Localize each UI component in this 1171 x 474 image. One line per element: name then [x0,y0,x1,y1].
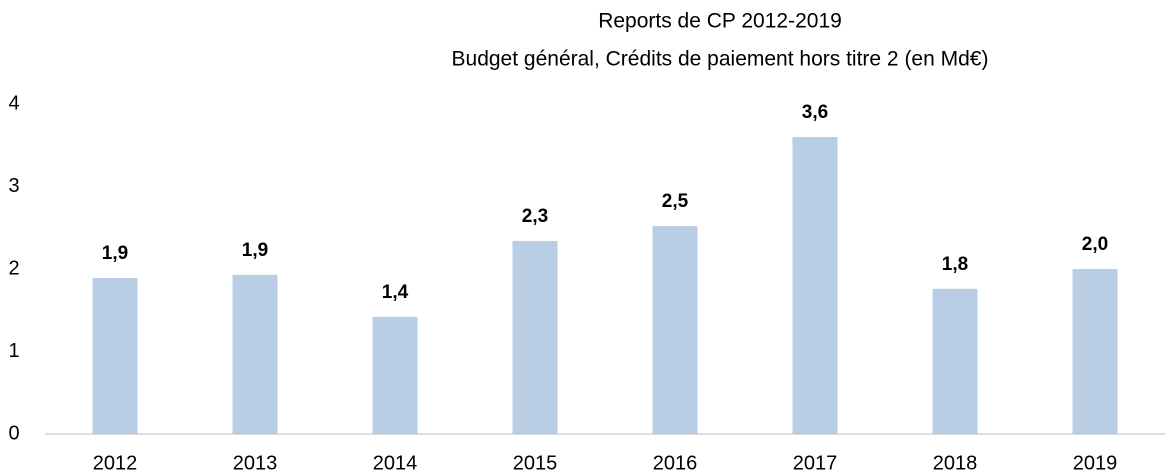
x-tick-label: 2018 [933,452,978,474]
bar [512,240,558,434]
bar [932,288,978,434]
x-tick-label: 2019 [1073,452,1118,474]
bar [652,226,698,434]
bar [372,316,418,434]
x-tick-label: 2016 [653,452,698,474]
data-label: 1,4 [382,282,409,303]
bar [92,278,138,434]
chart-title: Reports de CP 2012-2019 [598,10,842,33]
x-tick-label: 2014 [373,452,418,474]
data-label: 2,0 [1082,234,1108,255]
x-tick-label: 2015 [513,452,558,474]
y-tick-label: 1 [8,340,19,362]
data-label: 1,8 [942,254,968,275]
data-label: 1,9 [102,243,128,264]
bar [792,137,838,434]
x-tick-label: 2012 [93,452,138,474]
data-label: 2,3 [522,206,548,227]
y-tick-label: 4 [8,92,19,114]
bar [232,274,278,434]
bar [1072,269,1118,434]
x-tick-label: 2017 [793,452,838,474]
chart-subtitle: Budget général, Crédits de paiement hors… [452,48,989,71]
x-tick-label: 2013 [233,452,278,474]
data-label: 2,5 [662,191,689,212]
y-tick-label: 3 [8,175,19,197]
y-tick-label: 0 [8,422,19,444]
data-label: 1,9 [242,240,268,261]
y-tick-label: 2 [8,257,19,279]
data-label: 3,6 [802,102,828,123]
